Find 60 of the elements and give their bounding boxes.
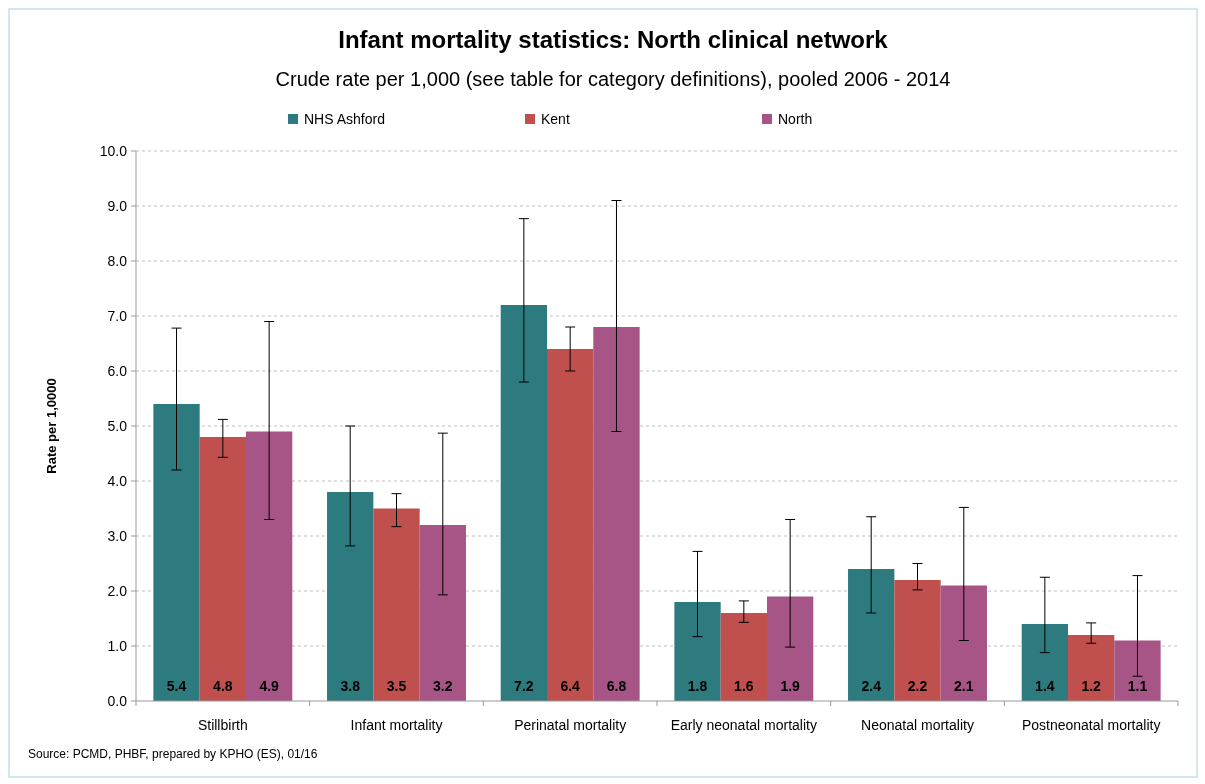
data-label: 6.4 (560, 678, 581, 694)
y-axis-title: Rate per 1,0000 (44, 378, 59, 474)
bar (1114, 640, 1161, 701)
data-label: 6.8 (606, 678, 627, 694)
x-tick-label: Perinatal mortality (514, 717, 627, 733)
y-tick-label: 4.0 (107, 473, 128, 489)
data-label: 1.8 (687, 678, 708, 694)
chart-title: Infant mortality statistics: North clinical network (338, 26, 889, 53)
legend-label: NHS Ashford (304, 111, 385, 127)
data-label: 3.5 (386, 678, 407, 694)
y-tick-label: 1.0 (107, 638, 128, 654)
legend-label: North (778, 111, 813, 127)
data-label: 1.1 (1127, 678, 1148, 694)
y-tick-label: 10.0 (99, 143, 128, 159)
data-label: 7.2 (514, 678, 534, 694)
y-tick-label: 8.0 (107, 253, 128, 269)
bar (593, 327, 640, 701)
bar (547, 349, 594, 701)
bar (1068, 635, 1115, 701)
source-note: Source: PCMD, PHBF, prepared by KPHO (ES), 01/16 (28, 747, 318, 761)
data-label: 1.6 (734, 678, 754, 694)
legend-label: Kent (541, 111, 570, 127)
bar (766, 596, 814, 701)
bar (327, 492, 374, 701)
y-tick-label: 7.0 (107, 308, 128, 324)
y-tick-label: 0.0 (107, 693, 128, 709)
chart-subtitle: Crude rate per 1,000 (see table for category definitions), pooled 2006 - 2014 (275, 68, 951, 90)
bar (199, 437, 246, 701)
x-tick-label: Neonatal mortality (861, 717, 974, 733)
data-label: 1.4 (1035, 678, 1055, 694)
data-label: 3.8 (340, 678, 361, 694)
bar (419, 525, 466, 701)
bar (940, 585, 987, 701)
data-label: 2.1 (954, 678, 974, 694)
bar (720, 613, 767, 701)
bar (500, 305, 548, 701)
data-label: 2.4 (861, 678, 882, 694)
bar (848, 569, 895, 701)
x-tick-label: Postneonatal mortality (1021, 717, 1161, 733)
bar (894, 580, 941, 701)
y-tick-label: 3.0 (107, 528, 128, 544)
data-label: 1.9 (780, 678, 801, 694)
data-label: 5.4 (166, 678, 187, 694)
x-tick-label: Stillbirth (197, 717, 248, 733)
bar (245, 431, 293, 701)
data-label: 1.2 (1081, 678, 1102, 694)
y-tick-label: 2.0 (107, 583, 128, 599)
bar (674, 602, 721, 701)
data-label: 2.2 (907, 678, 928, 694)
y-tick-label: 9.0 (107, 198, 128, 214)
data-label: 4.9 (259, 678, 280, 694)
bar (373, 508, 420, 701)
x-tick-label: Early neonatal mortality (670, 717, 817, 733)
y-tick-label: 6.0 (107, 363, 128, 379)
data-label: 4.8 (213, 678, 233, 694)
x-tick-label: Infant mortality (350, 717, 443, 733)
bar (1021, 624, 1069, 701)
bar (153, 404, 200, 701)
data-label: 3.2 (433, 678, 453, 694)
y-tick-label: 5.0 (107, 418, 128, 434)
